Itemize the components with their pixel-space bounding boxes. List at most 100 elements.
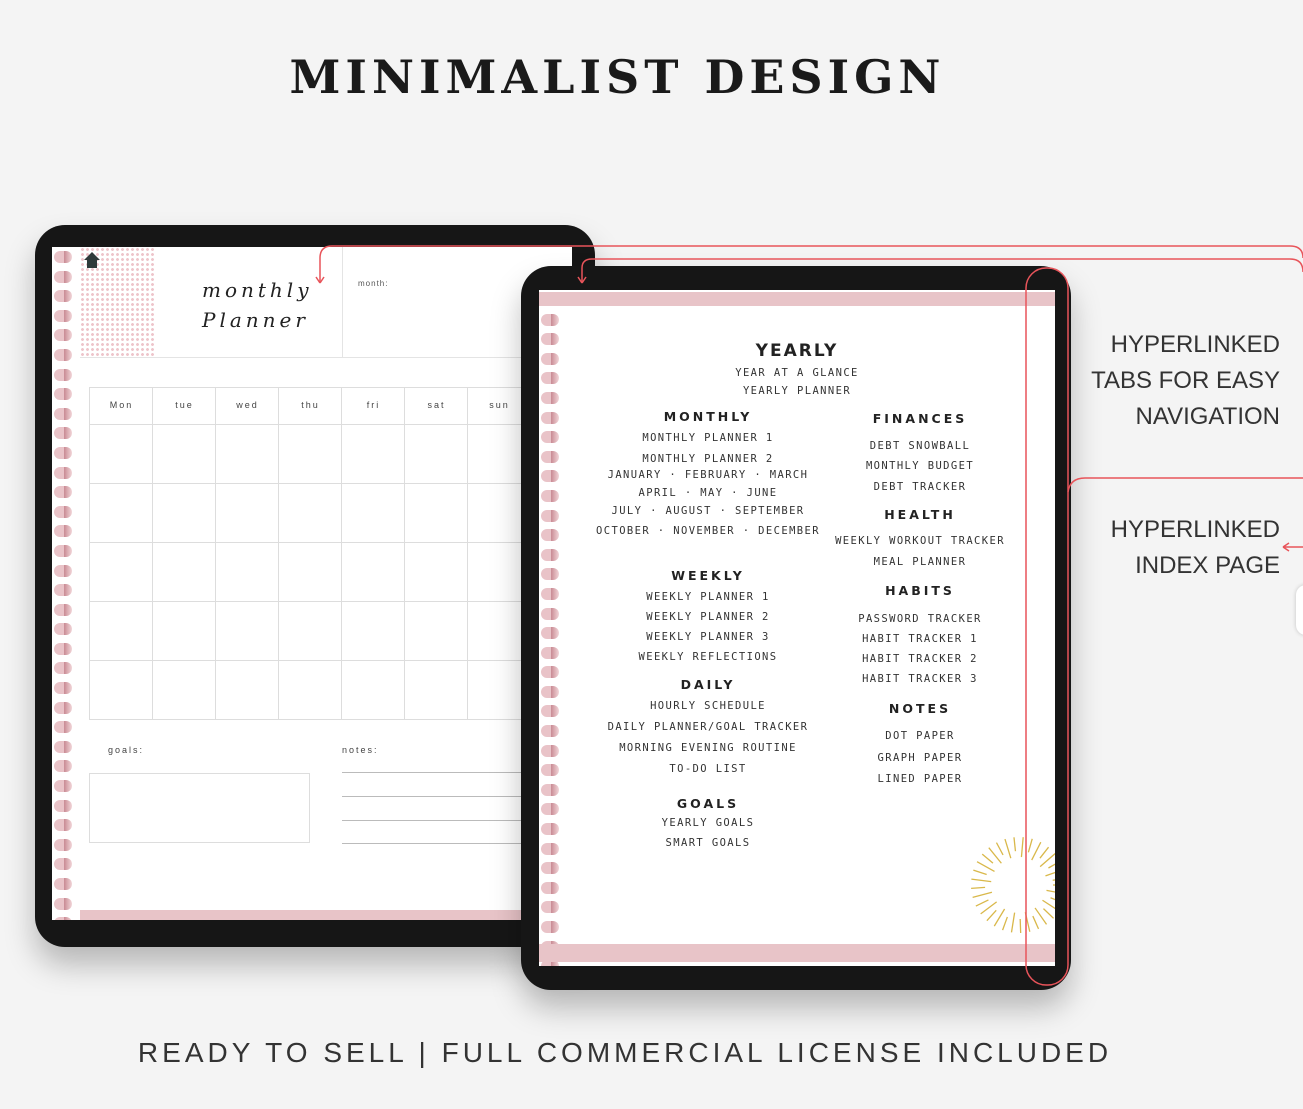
spiral-ring xyxy=(54,388,72,401)
calendar-day-cell[interactable] xyxy=(90,602,153,661)
month-field[interactable]: month: xyxy=(358,279,389,288)
index-link-habits[interactable]: HABIT TRACKER 1 xyxy=(862,633,978,645)
index-link-weekly[interactable]: WEEKLY REFLECTIONS xyxy=(638,651,778,663)
index-link-finances[interactable]: DEBT SNOWBALL xyxy=(869,440,971,452)
calendar-day-cell[interactable] xyxy=(90,661,153,720)
index-link-daily[interactable]: DAILY PLANNER/GOAL TRACKER xyxy=(607,721,809,733)
device-edge-button xyxy=(1296,585,1303,635)
spiral-ring xyxy=(541,862,559,875)
calendar-day-cell[interactable] xyxy=(405,661,468,720)
calendar-day-cell[interactable] xyxy=(279,661,342,720)
calendar-day-cell[interactable] xyxy=(279,425,342,484)
notes-label: notes: xyxy=(342,745,379,755)
calendar-day-cell[interactable] xyxy=(153,661,216,720)
spiral-ring xyxy=(54,525,72,538)
calendar-day-cell[interactable] xyxy=(279,602,342,661)
index-heading-weekly: WEEKLY xyxy=(671,568,745,583)
calendar-day-cell[interactable] xyxy=(216,661,279,720)
spiral-ring xyxy=(541,627,559,640)
calendar-day-cell[interactable] xyxy=(279,484,342,543)
calendar-day-cell[interactable] xyxy=(153,484,216,543)
calendar-day-cell[interactable] xyxy=(216,543,279,602)
index-link-habits[interactable]: HABIT TRACKER 3 xyxy=(862,673,978,685)
index-link-habits[interactable]: HABIT TRACKER 2 xyxy=(862,653,978,665)
calendar-day-cell[interactable] xyxy=(342,425,405,484)
goals-box[interactable] xyxy=(89,773,310,843)
spiral-ring xyxy=(54,897,72,910)
day-header: sun xyxy=(489,400,510,410)
index-link-notes[interactable]: LINED PAPER xyxy=(877,773,963,785)
index-link-monthly[interactable]: MONTHLY PLANNER 2 xyxy=(642,453,774,465)
index-link-goals[interactable]: YEARLY GOALS xyxy=(661,817,755,829)
day-header: thu xyxy=(301,400,320,410)
index-link-daily[interactable]: HOURLY SCHEDULE xyxy=(650,700,766,712)
index-link-health[interactable]: WEEKLY WORKOUT TRACKER xyxy=(835,535,1005,547)
sun-decoration-icon xyxy=(971,837,1055,933)
index-link-health[interactable]: MEAL PLANNER xyxy=(873,556,967,568)
calendar-day-cell[interactable] xyxy=(153,543,216,602)
calendar-day-cell[interactable] xyxy=(405,543,468,602)
title-line-1: monthly xyxy=(202,278,313,302)
spiral-ring xyxy=(541,685,559,698)
index-link-monthly[interactable]: MONTHLY PLANNER 1 xyxy=(642,432,774,444)
spiral-ring xyxy=(54,799,72,812)
calendar-day-cell[interactable] xyxy=(405,425,468,484)
spiral-ring xyxy=(541,764,559,777)
calendar-day-cell[interactable] xyxy=(153,425,216,484)
spiral-ring xyxy=(54,917,72,920)
spiral-ring xyxy=(541,450,559,463)
calendar-day-cell[interactable] xyxy=(405,484,468,543)
home-icon[interactable] xyxy=(83,251,101,269)
index-link-weekly[interactable]: WEEKLY PLANNER 1 xyxy=(646,591,770,603)
index-link-finances[interactable]: DEBT TRACKER xyxy=(873,481,967,493)
callout-tabs: HYPERLINKED TABS FOR EASY NAVIGATION xyxy=(1091,327,1280,435)
calendar-day-cell[interactable] xyxy=(342,543,405,602)
calendar-day-cell[interactable] xyxy=(90,484,153,543)
pink-top-bar[interactable] xyxy=(539,292,1055,306)
index-link-monthly[interactable]: JULY · AUGUST · SEPTEMBER xyxy=(611,505,805,517)
calendar-day-cell[interactable] xyxy=(216,484,279,543)
calendar-day-cell[interactable] xyxy=(342,661,405,720)
spiral-ring xyxy=(541,587,559,600)
day-header-cell xyxy=(216,388,279,425)
index-link-weekly[interactable]: WEEKLY PLANNER 2 xyxy=(646,611,770,623)
index-link-goals[interactable]: SMART GOALS xyxy=(665,837,751,849)
calendar-day-cell[interactable] xyxy=(342,602,405,661)
index-link-monthly[interactable]: OCTOBER · NOVEMBER · DECEMBER xyxy=(596,525,820,537)
index-link-habits[interactable]: PASSWORD TRACKER xyxy=(858,613,982,625)
calendar-day-cell[interactable] xyxy=(279,543,342,602)
spiral-ring xyxy=(541,960,559,966)
index-link-yearly[interactable]: YEAR AT A GLANCE xyxy=(735,367,859,379)
calendar-day-cell[interactable] xyxy=(216,602,279,661)
spiral-ring xyxy=(54,819,72,832)
calendar-day-cell[interactable] xyxy=(153,602,216,661)
index-link-weekly[interactable]: WEEKLY PLANNER 3 xyxy=(646,631,770,643)
index-link-notes[interactable]: GRAPH PAPER xyxy=(877,752,963,764)
calendar-day-cell[interactable] xyxy=(342,484,405,543)
spiral-ring xyxy=(54,368,72,381)
index-link-daily[interactable]: MORNING EVENING ROUTINE xyxy=(619,742,797,754)
index-link-monthly[interactable]: APRIL · MAY · JUNE xyxy=(638,487,778,499)
spiral-ring xyxy=(54,446,72,459)
index-link-yearly[interactable]: YEARLY PLANNER xyxy=(742,385,852,397)
index-link-daily[interactable]: TO-DO LIST xyxy=(669,763,747,775)
index-link-finances[interactable]: MONTHLY BUDGET xyxy=(865,460,975,472)
day-header-cell xyxy=(342,388,405,425)
day-header-cell xyxy=(279,388,342,425)
index-link-notes[interactable]: DOT PAPER xyxy=(885,730,955,742)
callout-tabs-line: NAVIGATION xyxy=(1135,403,1280,430)
pink-bottom-bar xyxy=(80,910,572,920)
spiral-ring xyxy=(541,372,559,385)
index-link-monthly[interactable]: JANUARY · FEBRUARY · MARCH xyxy=(607,469,809,481)
index-heading-health: HEALTH xyxy=(884,507,956,522)
spiral-ring xyxy=(54,584,72,597)
spiral-ring xyxy=(54,544,72,557)
spiral-ring xyxy=(541,607,559,620)
calendar-day-cell[interactable] xyxy=(90,425,153,484)
calendar-day-cell[interactable] xyxy=(216,425,279,484)
spiral-ring xyxy=(54,858,72,871)
calendar-day-cell[interactable] xyxy=(90,543,153,602)
spiral-ring xyxy=(541,568,559,581)
calendar-day-cell[interactable] xyxy=(405,602,468,661)
